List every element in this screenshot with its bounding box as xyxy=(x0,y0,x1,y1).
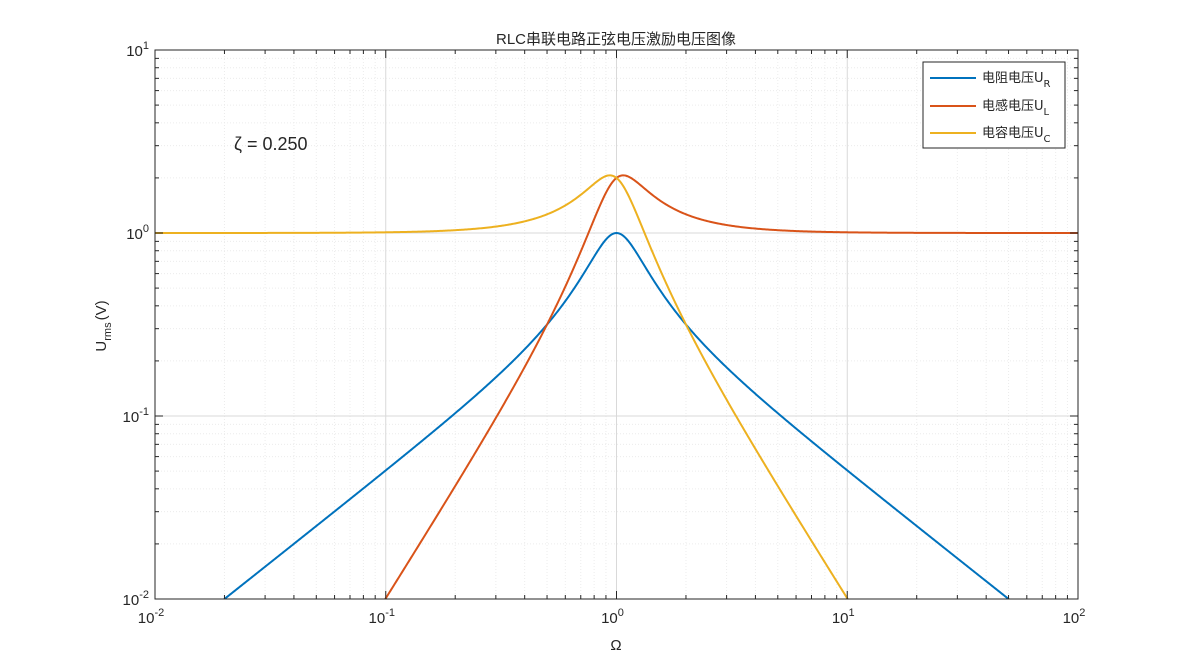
y-tick-label: 100 xyxy=(126,223,149,243)
ticks xyxy=(154,50,1078,600)
y-axis-label-unit: (V) xyxy=(93,300,110,320)
y-axis-label-sub: rms xyxy=(102,322,114,341)
x-axis-label: Ω xyxy=(610,637,621,654)
legend: 电阻电压UR 电感电压UL 电容电压UC xyxy=(922,61,1066,149)
y-tick-label: 101 xyxy=(126,40,149,60)
y-tick-label: 10-1 xyxy=(123,406,149,426)
zeta-annotation: ζ = 0.250 xyxy=(234,134,308,154)
curves xyxy=(155,174,1078,599)
x-tick-labels: 10-2 10-1 100 101 102 xyxy=(138,607,1086,627)
y-axis-label-main: U xyxy=(93,341,110,352)
y-tick-labels: 10-2 10-1 100 101 xyxy=(123,40,149,609)
curve-uc xyxy=(155,174,849,599)
legend-label-ul: 电感电压UL xyxy=(982,98,1050,118)
chart-title: RLC串联电路正弦电压激励电压图像 xyxy=(496,31,736,48)
curve-ur xyxy=(222,231,1011,599)
x-tick-label: 10-1 xyxy=(369,607,395,627)
grid xyxy=(154,50,1078,600)
x-tick-label: 10-2 xyxy=(138,607,164,627)
x-tick-label: 102 xyxy=(1063,607,1086,627)
y-axis-label: Urms (V) xyxy=(93,300,114,351)
legend-label-ur: 电阻电压UR xyxy=(982,71,1051,90)
x-tick-label: 100 xyxy=(601,607,624,627)
y-tick-label: 10-2 xyxy=(123,589,149,609)
x-tick-label: 101 xyxy=(832,607,855,627)
legend-label-uc: 电容电压UC xyxy=(982,125,1051,145)
